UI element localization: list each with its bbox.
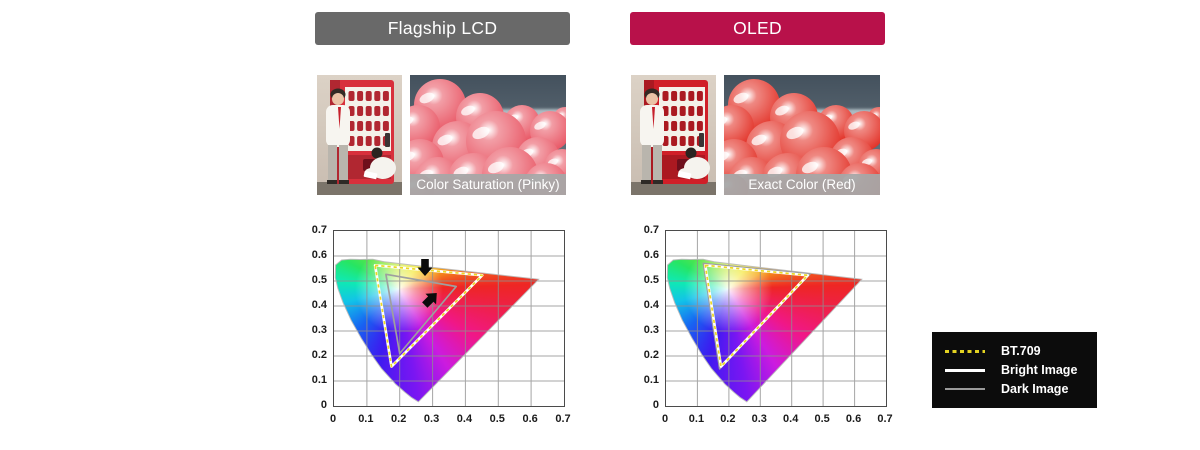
grid-lines — [334, 231, 564, 406]
gamut-triangle-bt709 — [704, 264, 809, 368]
lcd-header-pill: Flagship LCD — [315, 12, 570, 45]
oled-vending-machine-photo — [631, 75, 716, 195]
y-axis-tick-label: 0.2 — [643, 349, 659, 361]
oled-chart-plot-area — [665, 230, 887, 407]
y-axis-tick-label: 0.5 — [643, 274, 659, 286]
y-axis-tick-label: 0.2 — [311, 349, 327, 361]
y-axis-tick-label: 0.6 — [311, 249, 327, 261]
x-axis-tick-label: 0.7 — [555, 413, 571, 425]
gamut-triangle-bright — [373, 263, 484, 368]
x-axis-tick-label: 0 — [661, 413, 669, 425]
spectral-locus-outline — [334, 258, 540, 403]
chart-legend: BT.709 Bright Image Dark Image — [932, 332, 1097, 408]
gamut-triangle-dark — [385, 273, 458, 355]
spectral-locus-outline — [666, 258, 863, 403]
vending-machine-scene-svg — [317, 75, 402, 195]
legend-label: BT.709 — [1001, 344, 1041, 358]
crouching-person — [677, 147, 710, 180]
x-axis-tick-label: 0.2 — [720, 413, 736, 425]
x-axis-tick-label: 0.4 — [783, 413, 799, 425]
legend-row-bt709: BT.709 — [945, 344, 1084, 358]
y-axis-tick-label: 0.7 — [311, 224, 327, 236]
legend-label: Bright Image — [1001, 363, 1078, 377]
y-axis-tick-label: 0.6 — [643, 249, 659, 261]
x-axis-tick-label: 0.6 — [845, 413, 862, 425]
y-axis-tick-label: 0.4 — [643, 299, 659, 311]
lcd-balloons-photo: Color Saturation (Pinky) — [410, 75, 566, 195]
x-axis-tick-label: 0.4 — [456, 413, 473, 425]
lcd-vending-machine-photo — [317, 75, 402, 195]
gamut-shift-arrow — [417, 259, 433, 276]
oled-balloons-photo: Exact Color (Red) — [724, 75, 880, 195]
y-axis-tick-label: 0.4 — [311, 299, 327, 311]
crouching-person — [363, 147, 396, 180]
x-axis-tick-label: 0.1 — [358, 413, 374, 425]
y-axis-tick-label: 0.1 — [643, 374, 659, 386]
x-axis-tick-label: 0.2 — [391, 413, 407, 425]
y-axis-tick-label: 0 — [320, 399, 327, 411]
dark-image-line-sample — [945, 387, 985, 391]
grid-lines — [666, 231, 886, 406]
oled-chromaticity-chart: 0 0.1 0.2 0.3 0.4 0.5 0.6 0.7 0 0.1 0.2 0.3 0.4 0.5 0.… — [632, 222, 907, 437]
standing-man — [640, 88, 664, 184]
gamut-triangle-bright — [703, 263, 810, 368]
oled-caption-badge: Exact Color (Red) — [724, 174, 880, 195]
cie-overlay-svg — [666, 231, 886, 406]
vending-machine-scene-svg — [631, 75, 716, 195]
legend-label: Dark Image — [1001, 382, 1069, 396]
lcd-chart-plot-area — [333, 230, 565, 407]
legend-row-bright-image: Bright Image — [945, 363, 1084, 377]
y-axis-tick-label: 0 — [652, 399, 659, 411]
floor — [631, 182, 716, 195]
oled-header-pill: OLED — [630, 12, 885, 45]
x-axis-tick-label: 0 — [329, 413, 337, 425]
x-axis-tick-label: 0.1 — [688, 413, 705, 425]
x-axis-tick-label: 0.3 — [423, 413, 440, 425]
legend-row-dark-image: Dark Image — [945, 382, 1084, 396]
x-axis-tick-label: 0.5 — [814, 413, 830, 425]
x-axis-tick-label: 0.6 — [522, 413, 538, 425]
y-axis-tick-label: 0.5 — [311, 274, 327, 286]
x-axis-tick-label: 0.5 — [489, 413, 505, 425]
floor — [317, 182, 402, 195]
standing-man — [326, 88, 350, 184]
y-axis-tick-label: 0.1 — [311, 374, 327, 386]
y-axis-tick-label: 0.7 — [643, 224, 659, 236]
gamut-shift-arrow — [422, 293, 437, 308]
y-axis-tick-label: 0.3 — [311, 324, 327, 336]
lcd-caption-badge: Color Saturation (Pinky) — [410, 174, 566, 195]
cie-overlay-svg — [334, 231, 564, 406]
gamut-triangle-bt709 — [374, 264, 484, 368]
y-axis-tick-label: 0.3 — [643, 324, 659, 336]
bright-image-line-sample — [945, 368, 985, 372]
x-axis-tick-label: 0.3 — [751, 413, 767, 425]
bt709-line-sample — [945, 349, 985, 353]
lcd-chromaticity-chart: 0 0.1 0.2 0.3 0.4 0.5 0.6 0.7 0 0.1 0.2 0.3 0.4 0.5 0.… — [300, 222, 585, 437]
x-axis-tick-label: 0.7 — [877, 413, 893, 425]
